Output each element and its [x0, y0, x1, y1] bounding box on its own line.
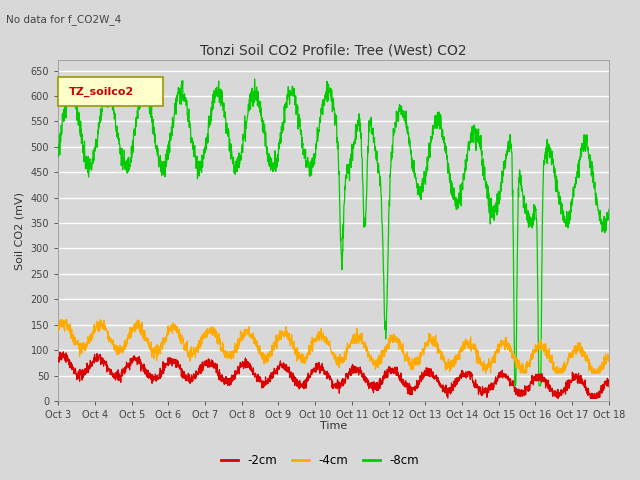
Legend: -2cm, -4cm, -8cm: -2cm, -4cm, -8cm	[216, 449, 424, 472]
FancyBboxPatch shape	[58, 77, 163, 107]
Y-axis label: Soil CO2 (mV): Soil CO2 (mV)	[15, 192, 25, 270]
Text: No data for f_CO2W_4: No data for f_CO2W_4	[6, 14, 122, 25]
Text: TZ_soilco2: TZ_soilco2	[69, 87, 134, 97]
X-axis label: Time: Time	[320, 421, 347, 432]
Title: Tonzi Soil CO2 Profile: Tree (West) CO2: Tonzi Soil CO2 Profile: Tree (West) CO2	[200, 44, 467, 58]
